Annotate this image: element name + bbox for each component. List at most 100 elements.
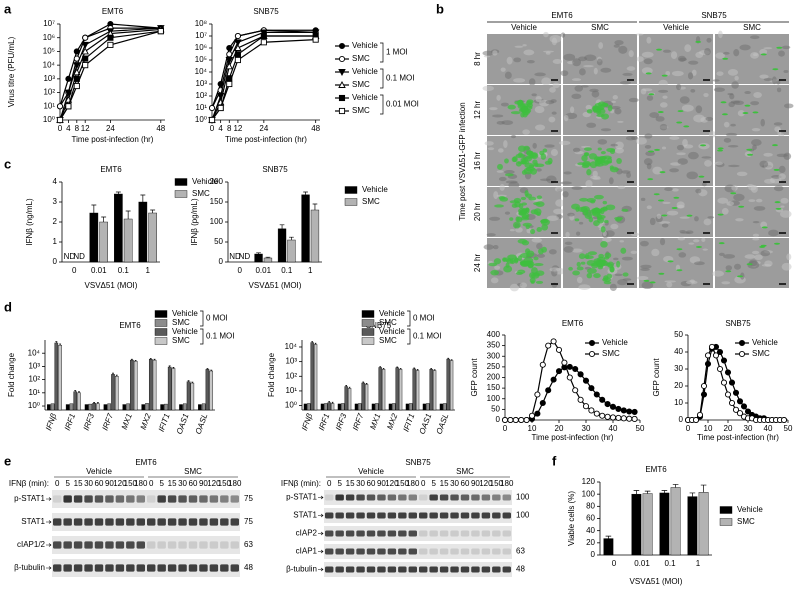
data-point xyxy=(234,51,241,58)
cell-texture xyxy=(763,47,773,50)
annotation: ND xyxy=(239,252,251,261)
blot-band xyxy=(460,512,470,519)
blot-band xyxy=(345,566,355,573)
x-tick-label: 1 xyxy=(308,266,313,275)
molecular-weight: 100 xyxy=(516,493,530,502)
annotation: ND xyxy=(229,252,241,261)
cell-texture xyxy=(734,263,742,270)
cell-texture xyxy=(630,250,638,254)
error-bar xyxy=(125,210,131,219)
legend-label: SMC xyxy=(362,197,380,206)
bar xyxy=(378,367,382,411)
cell-texture xyxy=(753,92,762,98)
y-tick-label: 10⁸ xyxy=(195,19,207,28)
gfp-signal xyxy=(721,113,728,116)
gfp-signal xyxy=(761,226,768,229)
cell-texture xyxy=(714,161,723,166)
cell-texture xyxy=(482,85,494,92)
x-axis-label: VSVΔ51 (MOI) xyxy=(630,577,683,586)
data-point xyxy=(615,414,622,421)
blot-row-label: STAT1 xyxy=(21,517,45,526)
legend-label: SMC xyxy=(172,318,190,327)
cell-texture xyxy=(659,123,668,131)
gfp-signal xyxy=(505,173,514,177)
micrograph xyxy=(483,237,566,292)
lane-label: 30 xyxy=(84,479,93,488)
panel-label: d xyxy=(4,299,12,314)
legend-label: SMC xyxy=(752,349,770,358)
bar xyxy=(130,359,134,411)
blot-band xyxy=(439,512,449,519)
gfp-signal xyxy=(717,213,724,216)
cell-texture xyxy=(703,92,709,98)
y-tick-label: 0 xyxy=(679,415,684,424)
y-tick-label: 400 xyxy=(487,330,501,339)
legend-label: SMC xyxy=(379,318,397,327)
gfp-signal xyxy=(568,266,573,271)
cell-texture xyxy=(764,178,776,184)
gfp-signal xyxy=(517,99,524,107)
blot-band xyxy=(429,512,438,519)
blot-band xyxy=(366,494,376,501)
bar xyxy=(405,403,410,411)
data-point xyxy=(208,116,216,124)
legend-swatch xyxy=(719,506,733,514)
blot-band xyxy=(178,541,187,549)
cell-texture xyxy=(726,201,735,206)
legend-swatch xyxy=(154,310,168,318)
lane-label: 15 xyxy=(74,479,83,488)
error-bar xyxy=(672,484,679,488)
bar xyxy=(371,403,376,411)
cell-texture xyxy=(621,170,631,174)
cell-texture xyxy=(514,45,524,48)
y-tick-label: 200 xyxy=(210,177,224,186)
legend-marker xyxy=(338,42,346,50)
error-bar xyxy=(265,256,271,258)
blot-band xyxy=(115,541,125,549)
gfp-signal xyxy=(582,160,591,166)
cell-texture xyxy=(752,144,757,150)
micrograph xyxy=(714,136,792,188)
gfp-signal xyxy=(579,197,589,202)
data-point xyxy=(528,412,536,419)
y-tick-label: 10² xyxy=(28,375,40,384)
error-bar xyxy=(633,490,640,495)
data-point xyxy=(692,416,700,424)
legend-group-label: 0.01 MOI xyxy=(386,100,419,109)
error-bar xyxy=(101,216,107,222)
gfp-signal xyxy=(614,216,623,221)
data-point xyxy=(82,34,89,41)
x-tick-label: 20 xyxy=(724,424,733,433)
blot-band xyxy=(408,548,417,555)
gfp-signal xyxy=(503,265,513,273)
gfp-signal xyxy=(515,161,522,167)
blot-band xyxy=(481,566,491,573)
gfp-signal xyxy=(657,199,664,202)
gfp-signal xyxy=(653,193,660,196)
blot-band xyxy=(220,564,229,572)
x-axis-label: Time post-infection (hr) xyxy=(532,433,614,442)
bar xyxy=(337,403,342,411)
blot-band xyxy=(199,518,208,526)
cell-texture xyxy=(671,70,684,77)
cell-texture xyxy=(760,250,771,257)
cell-texture xyxy=(543,50,555,53)
error-bar xyxy=(700,484,707,493)
condition-header: Vehicle xyxy=(511,23,537,32)
data-point xyxy=(234,56,241,64)
chart-title: SNB75 xyxy=(262,165,288,174)
bar xyxy=(198,404,202,411)
legend-bracket xyxy=(380,42,384,63)
x-axis-label: Time post-infection (hr) xyxy=(697,433,779,442)
data-point xyxy=(704,352,712,359)
cell-texture xyxy=(677,55,686,62)
cell-texture xyxy=(749,35,760,40)
blot-row-label: STAT1 xyxy=(293,511,317,520)
legend-label: Vehicle xyxy=(352,67,378,76)
chart-title: EMT6 xyxy=(562,319,584,328)
cell-texture xyxy=(717,30,723,39)
gfp-signal xyxy=(683,125,690,128)
data-point xyxy=(720,379,728,386)
data-point xyxy=(545,342,552,349)
cell-texture xyxy=(604,230,615,237)
